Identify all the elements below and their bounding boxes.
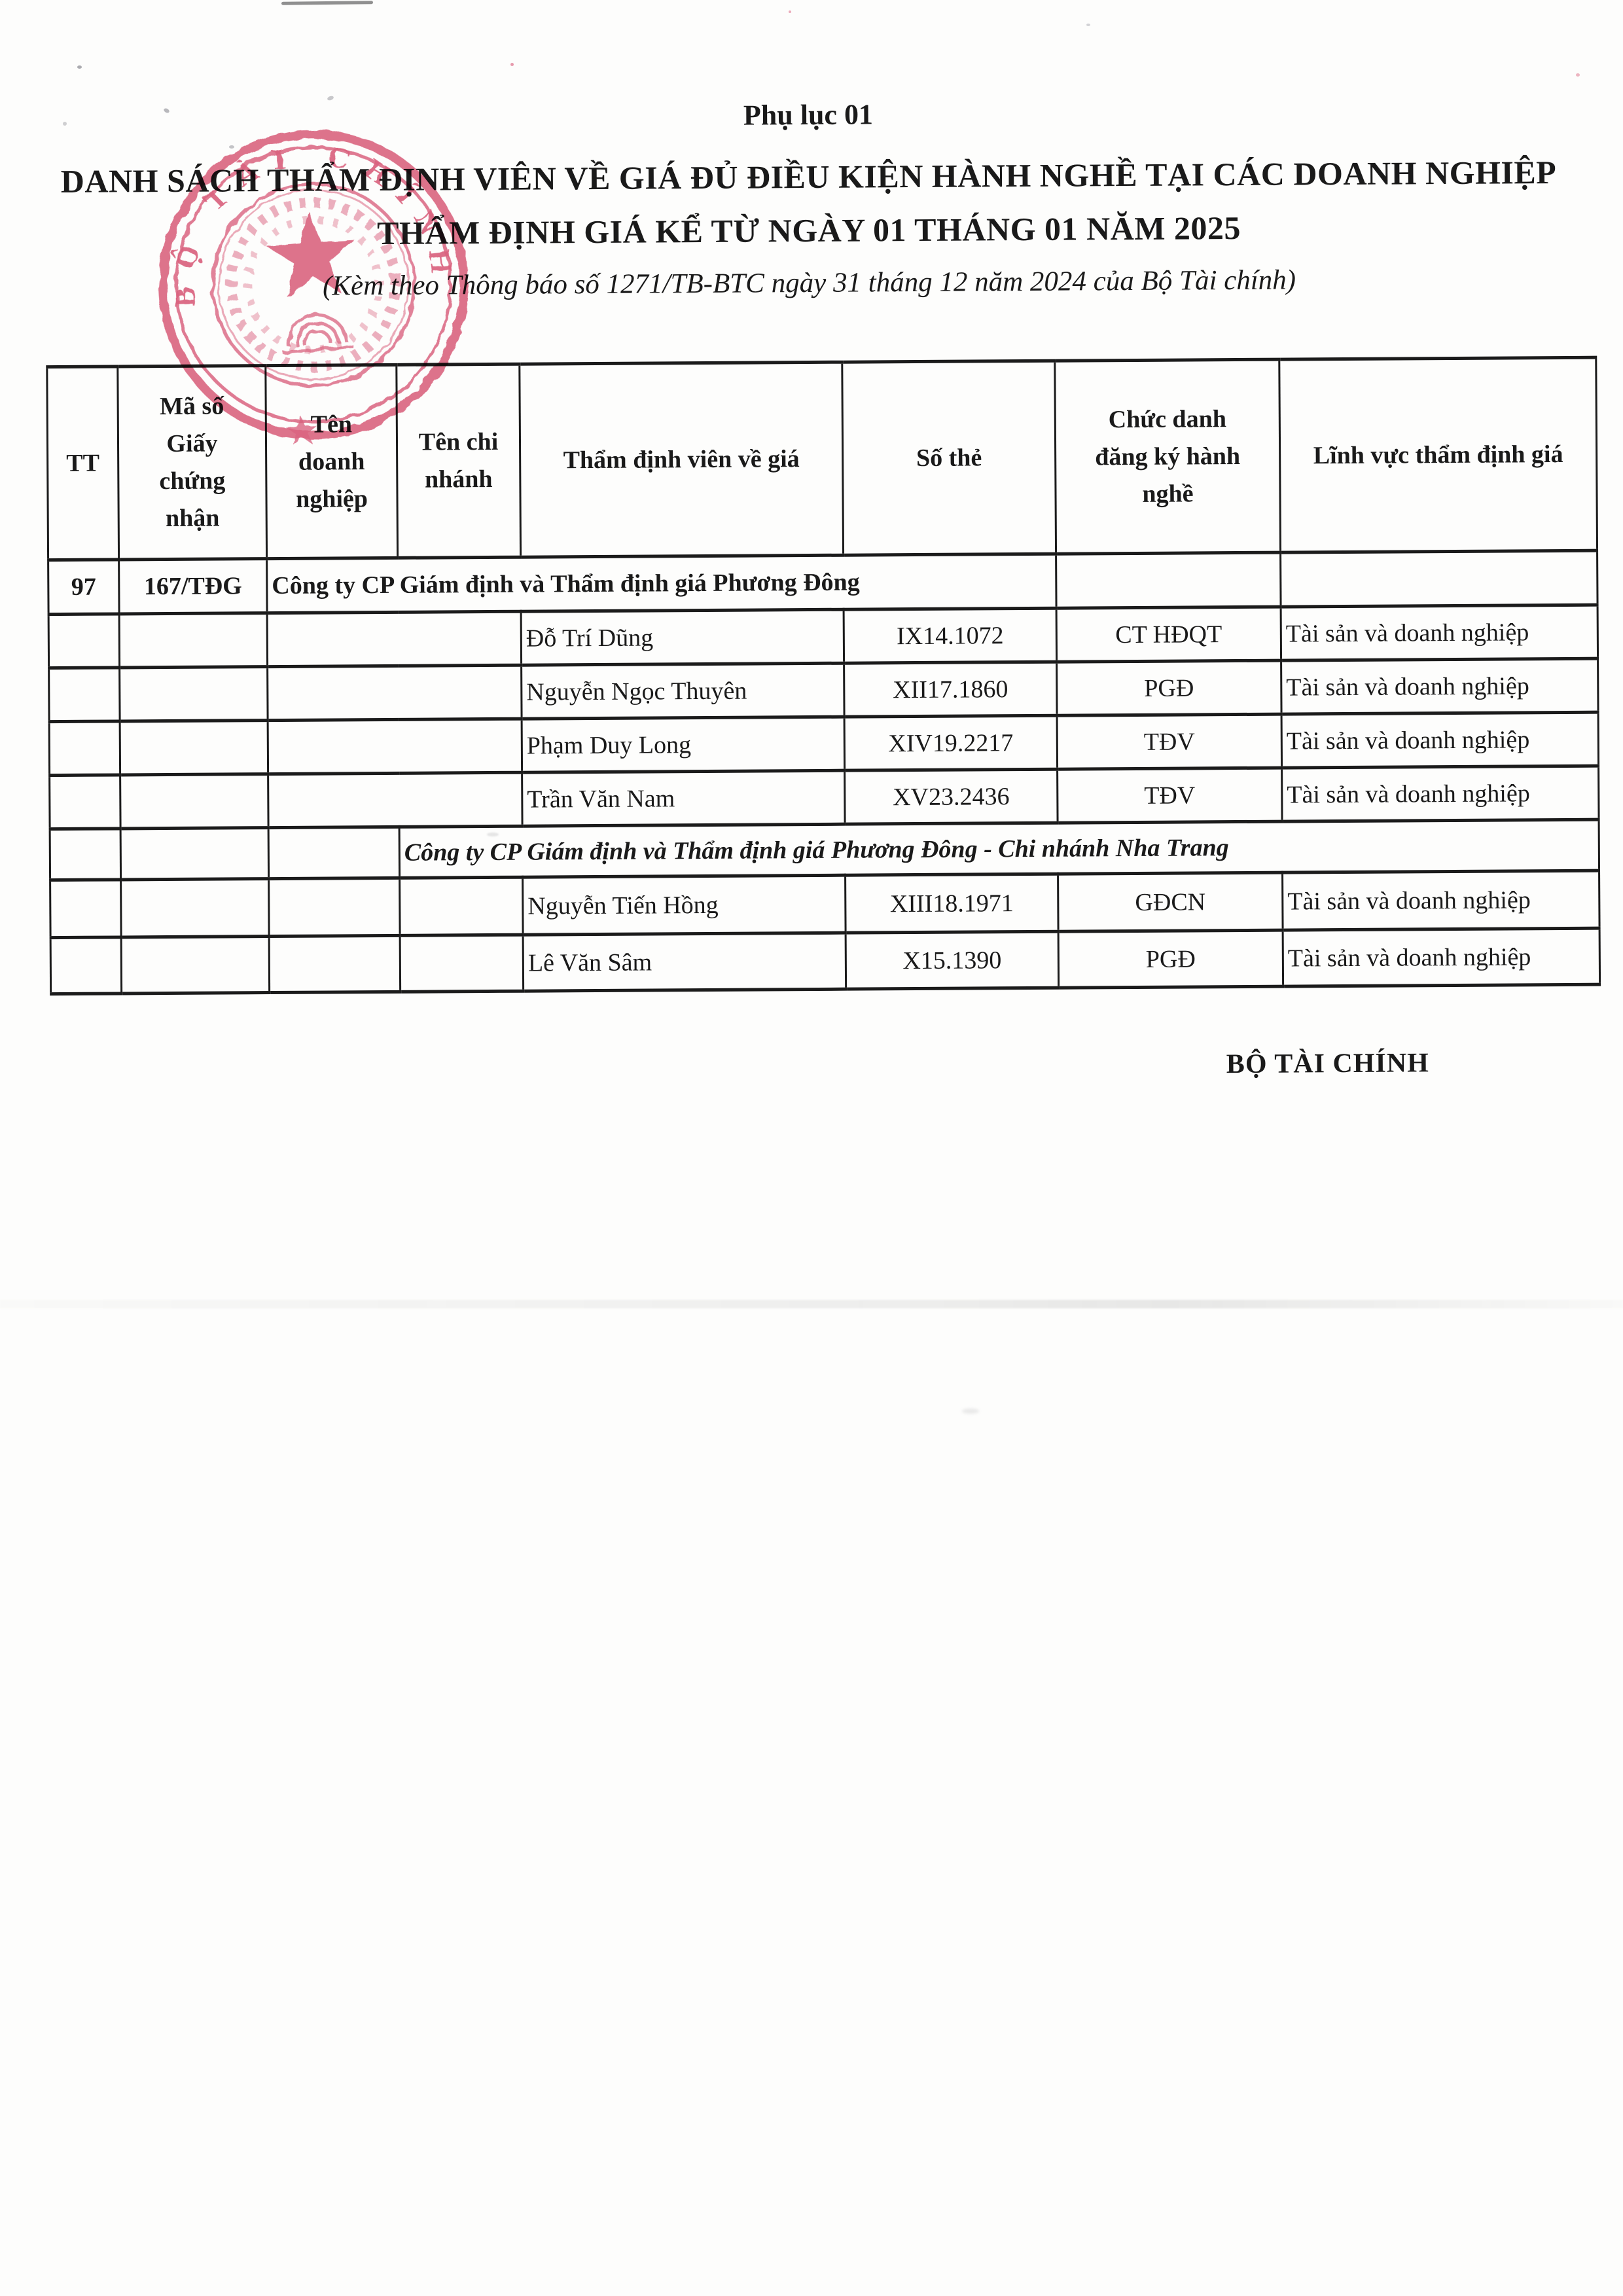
cell-field: Tài sản và doanh nghiệp xyxy=(1281,658,1599,715)
cell-title: GĐCN xyxy=(1058,872,1283,932)
header-registered-title: Chức danh đăng ký hành nghề xyxy=(1054,359,1281,554)
stamp-star-icon xyxy=(266,210,355,298)
cell-appraiser-name: Trần Văn Nam xyxy=(522,770,846,827)
branch-row: Công ty CP Giám định và Thẩm định giá Ph… xyxy=(50,819,1599,880)
cell-title: TĐV xyxy=(1057,714,1282,770)
empty-cell xyxy=(268,827,400,879)
empty-cell xyxy=(269,935,401,993)
empty-cell xyxy=(49,774,121,829)
empty-cell xyxy=(400,935,524,992)
empty-cell xyxy=(49,721,120,776)
empty-cell xyxy=(1056,552,1281,609)
empty-cell xyxy=(399,877,524,936)
cell-certificate-no: 167/TĐG xyxy=(118,558,268,614)
dust-speck xyxy=(229,145,234,149)
appraiser-row: Nguyễn Tiến Hồng XIII18.1971 GĐCN Tài sả… xyxy=(50,870,1600,938)
cell-title: PGĐ xyxy=(1056,660,1282,716)
empty-cell xyxy=(48,613,120,668)
ink-speck xyxy=(510,63,514,66)
cell-field: Tài sản và doanh nghiệp xyxy=(1281,766,1599,822)
cell-appraiser-name: Lê Văn Sâm xyxy=(523,933,846,992)
empty-cell xyxy=(267,665,522,721)
empty-cell xyxy=(120,774,269,829)
empty-cell xyxy=(121,936,270,994)
empty-cell xyxy=(50,828,121,880)
header-appraiser: Thẩm định viên về giá xyxy=(519,362,844,558)
dust-speck xyxy=(77,65,82,69)
cell-card-no: XII17.1860 xyxy=(844,662,1058,717)
cell-tt: 97 xyxy=(48,559,120,615)
cell-company-name: Công ty CP Giám định và Thẩm định giá Ph… xyxy=(266,554,1057,613)
empty-cell xyxy=(268,878,401,937)
smudge xyxy=(487,833,499,836)
appraiser-row: Lê Văn Sâm X15.1390 PGĐ Tài sản và doanh… xyxy=(50,928,1600,994)
empty-cell xyxy=(119,613,268,668)
ink-speck xyxy=(789,10,791,13)
dust-speck xyxy=(63,122,67,126)
cell-appraiser-name: Phạm Duy Long xyxy=(522,717,845,773)
empty-cell xyxy=(119,666,268,721)
cell-card-no: IX14.1072 xyxy=(844,608,1057,664)
cell-field: Tài sản và doanh nghiệp xyxy=(1283,928,1600,987)
stamp-drum-icon xyxy=(282,313,354,354)
cell-field: Tài sản và doanh nghiệp xyxy=(1281,712,1599,768)
empty-cell xyxy=(1280,550,1598,607)
header-appraisal-field: Lĩnh vực thẩm định giá xyxy=(1279,357,1597,553)
empty-cell xyxy=(50,937,122,994)
cell-card-no: XIII18.1971 xyxy=(845,874,1059,933)
stamp-graphic: BỘ TÀI CHÍNH xyxy=(157,128,469,445)
cell-title: TĐV xyxy=(1057,768,1283,823)
appraiser-row: Phạm Duy Long XIV19.2217 TĐV Tài sản và … xyxy=(49,712,1599,776)
dust-speck xyxy=(1086,24,1090,26)
empty-cell xyxy=(267,611,522,667)
official-red-stamp: BỘ TÀI CHÍNH xyxy=(157,128,469,445)
scan-band-artifact xyxy=(0,1300,1623,1308)
ink-speck xyxy=(1576,73,1580,77)
cell-appraiser-name: Đỗ Trí Dũng xyxy=(521,609,844,666)
cell-appraiser-name: Nguyễn Tiến Hồng xyxy=(522,875,846,935)
appraiser-row: Nguyễn Ngọc Thuyên XII17.1860 PGĐ Tài sả… xyxy=(48,658,1599,722)
cell-field: Tài sản và doanh nghiệp xyxy=(1281,605,1598,661)
empty-cell xyxy=(120,878,270,937)
appraiser-row: Đỗ Trí Dũng IX14.1072 CT HĐQT Tài sản và… xyxy=(48,605,1598,668)
empty-cell xyxy=(50,879,122,938)
cell-title: PGĐ xyxy=(1058,930,1283,988)
empty-cell xyxy=(120,827,269,880)
cell-field: Tài sản và doanh nghiệp xyxy=(1282,870,1600,931)
header-tt: TT xyxy=(46,366,119,560)
cell-card-no: XIV19.2217 xyxy=(844,715,1058,771)
empty-cell xyxy=(48,667,120,722)
cell-appraiser-name: Nguyễn Ngọc Thuyên xyxy=(521,663,845,719)
company-row: 97 167/TĐG Công ty CP Giám định và Thẩm … xyxy=(48,550,1598,615)
empty-cell xyxy=(120,720,268,775)
cell-card-no: X15.1390 xyxy=(846,931,1059,990)
cell-title: CT HĐQT xyxy=(1056,607,1281,662)
stamp-small-star-icon xyxy=(286,416,317,445)
empty-cell xyxy=(268,772,523,828)
cell-branch-name: Công ty CP Giám định và Thẩm định giá Ph… xyxy=(399,819,1599,878)
header-card-no: Số thẻ xyxy=(842,361,1056,556)
appraisers-table: TT Mã số Giấy chứng nhận Tên doanh nghiệ… xyxy=(46,356,1601,996)
empty-cell xyxy=(268,719,522,774)
smudge xyxy=(962,1408,979,1414)
appraiser-row: Trần Văn Nam XV23.2436 TĐV Tài sản và do… xyxy=(49,766,1599,829)
issuing-authority-signature: BỘ TÀI CHÍNH xyxy=(1226,1048,1429,1080)
cell-card-no: XV23.2436 xyxy=(844,769,1058,825)
